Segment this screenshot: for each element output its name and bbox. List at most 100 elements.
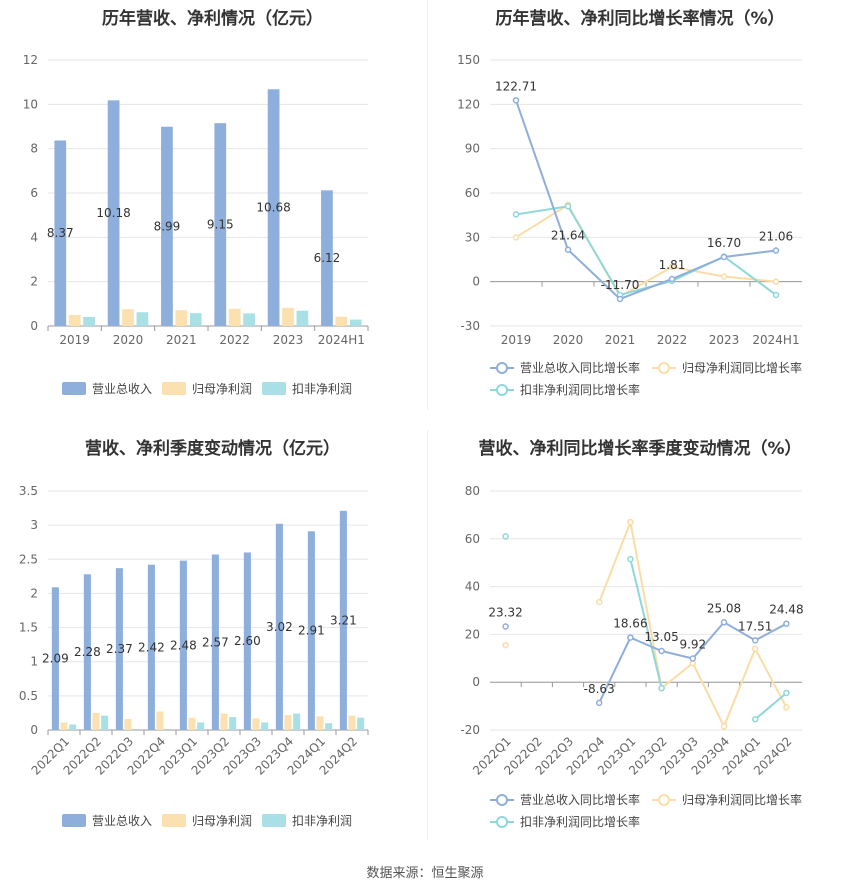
legend-label: 归母净利润 xyxy=(192,382,252,396)
bar-deducted-profit xyxy=(243,313,255,326)
quarterly-revenue-profit-chart: 00.511.522.533.52022Q12022Q22022Q32022Q4… xyxy=(19,484,369,828)
y-tick-label: 2 xyxy=(30,586,38,600)
legend-marker xyxy=(496,794,508,806)
y-tick-label: 150 xyxy=(457,53,480,67)
legend-marker xyxy=(658,794,670,806)
bar-net-profit xyxy=(175,310,188,326)
bar-revenue xyxy=(83,574,91,730)
data-point xyxy=(512,211,520,218)
bar-deducted-profit xyxy=(69,724,77,730)
bar-deducted-profit xyxy=(136,312,149,326)
data-point xyxy=(595,598,603,606)
bar-net-profit xyxy=(348,715,356,730)
data-point xyxy=(502,623,509,630)
bar-deducted-profit xyxy=(83,316,95,326)
legend-label: 扣非净利润 xyxy=(292,814,352,828)
line-data-label: 9.92 xyxy=(679,637,706,651)
y-tick-label: 2 xyxy=(30,275,38,289)
bar-data-label: 6.12 xyxy=(314,251,341,265)
quarterly-growth-chart: -200204060802022Q12022Q22022Q32022Q42023… xyxy=(460,484,803,829)
quarterly-revenue-profit-panel: 营收、净利季度变动情况（亿元） 0 0.5 1 1.5 2 2.5 3 3.5 2022Q1 20… xyxy=(0,430,425,850)
bar-deducted-profit xyxy=(197,722,205,730)
y-tick-label: 90 xyxy=(465,142,480,156)
line-data-label: 23.32 xyxy=(488,605,522,619)
y-tick-label: 40 xyxy=(465,580,480,594)
legend-swatch xyxy=(162,814,186,827)
y-tick-label: 120 xyxy=(457,97,480,111)
data-point xyxy=(564,246,572,253)
y-tick-label: 1.5 xyxy=(19,621,38,635)
chart-title: 历年营收、净利情况（亿元） xyxy=(102,9,323,29)
y-tick-label: 0 xyxy=(30,319,38,333)
y-tick-label: 20 xyxy=(465,627,480,641)
bar-net-profit xyxy=(124,719,132,730)
bar-data-label: 2.28 xyxy=(74,645,101,659)
bar-net-profit xyxy=(228,308,241,326)
bar-deducted-profit xyxy=(229,717,237,730)
line-data-label: 13.05 xyxy=(644,630,678,644)
bar-data-label: 3.02 xyxy=(266,620,293,634)
legend-label: 扣非净利润同比增长率 xyxy=(520,382,640,397)
data-point xyxy=(627,518,634,526)
data-point xyxy=(772,247,780,254)
legend-label: 归母净利润同比增长率 xyxy=(682,360,802,375)
bar-deducted-profit xyxy=(325,723,333,730)
data-point xyxy=(751,645,759,652)
line-data-label: 21.06 xyxy=(759,230,793,244)
x-tick-label: 2022 xyxy=(657,333,688,347)
line-data-label: 24.48 xyxy=(769,603,803,617)
bar-deducted-profit xyxy=(349,319,362,326)
data-point xyxy=(720,273,728,280)
bar-net-profit xyxy=(92,712,100,730)
bar-data-label: 2.60 xyxy=(234,634,261,648)
y-tick-label: 3 xyxy=(30,518,38,532)
y-tick-label: 0.5 xyxy=(19,689,38,703)
legend-label: 营业总收入同比增长率 xyxy=(520,360,640,375)
bar-deducted-profit xyxy=(189,313,202,326)
data-point xyxy=(668,263,676,271)
legend-label: 归母净利润同比增长率 xyxy=(682,792,802,807)
bar-revenue xyxy=(161,126,173,326)
x-tick-label: 2021 xyxy=(166,333,197,347)
chart-title: 营收、净利季度变动情况（亿元） xyxy=(85,439,340,459)
x-tick-label: 2019 xyxy=(501,333,532,347)
line-data-label: 21.64 xyxy=(551,229,585,243)
line-data-label: 1.81 xyxy=(659,258,686,272)
data-point xyxy=(512,97,520,104)
y-tick-label: 3.5 xyxy=(19,484,38,498)
bar-net-profit xyxy=(335,316,348,326)
bar-revenue xyxy=(179,560,187,730)
data-point xyxy=(772,291,780,299)
bar-revenue xyxy=(243,552,251,730)
y-tick-label: 0 xyxy=(30,723,38,737)
bar-net-profit xyxy=(68,314,81,326)
legend-marker xyxy=(496,362,508,374)
line-data-label: 25.08 xyxy=(707,601,741,615)
y-tick-label: 1 xyxy=(30,655,38,669)
y-tick-label: 60 xyxy=(465,532,480,546)
x-tick-label: 2024H1 xyxy=(752,333,799,347)
series-line xyxy=(515,203,777,298)
bar-revenue xyxy=(147,564,155,730)
legend-label: 扣非净利润 xyxy=(292,382,352,396)
legend-label: 营业总收入 xyxy=(92,382,152,396)
line-data-label: 16.70 xyxy=(707,236,741,250)
x-tick-label: 2023 xyxy=(709,333,740,347)
data-point xyxy=(658,684,665,692)
legend-marker xyxy=(658,362,670,374)
data-point xyxy=(512,234,520,241)
data-point xyxy=(783,704,790,711)
legend-marker xyxy=(496,384,508,396)
y-tick-label: 2.5 xyxy=(19,552,38,566)
bar-deducted-profit xyxy=(293,713,301,730)
bar-revenue xyxy=(54,140,67,326)
annual-revenue-profit-chart: 0 2 4 6 8 10 12 2019 2020 2021 2022 2023 2024H1 8.37 1… xyxy=(23,53,369,396)
bar-net-profit xyxy=(156,711,164,730)
legend-label: 扣非净利润同比增长率 xyxy=(520,814,640,829)
line-data-label: 122.71 xyxy=(495,79,537,93)
bar-revenue xyxy=(115,568,123,730)
data-point xyxy=(751,715,759,723)
bar-revenue xyxy=(214,123,227,326)
bar-data-label: 3.21 xyxy=(330,613,357,627)
y-tick-label: 60 xyxy=(465,186,480,200)
